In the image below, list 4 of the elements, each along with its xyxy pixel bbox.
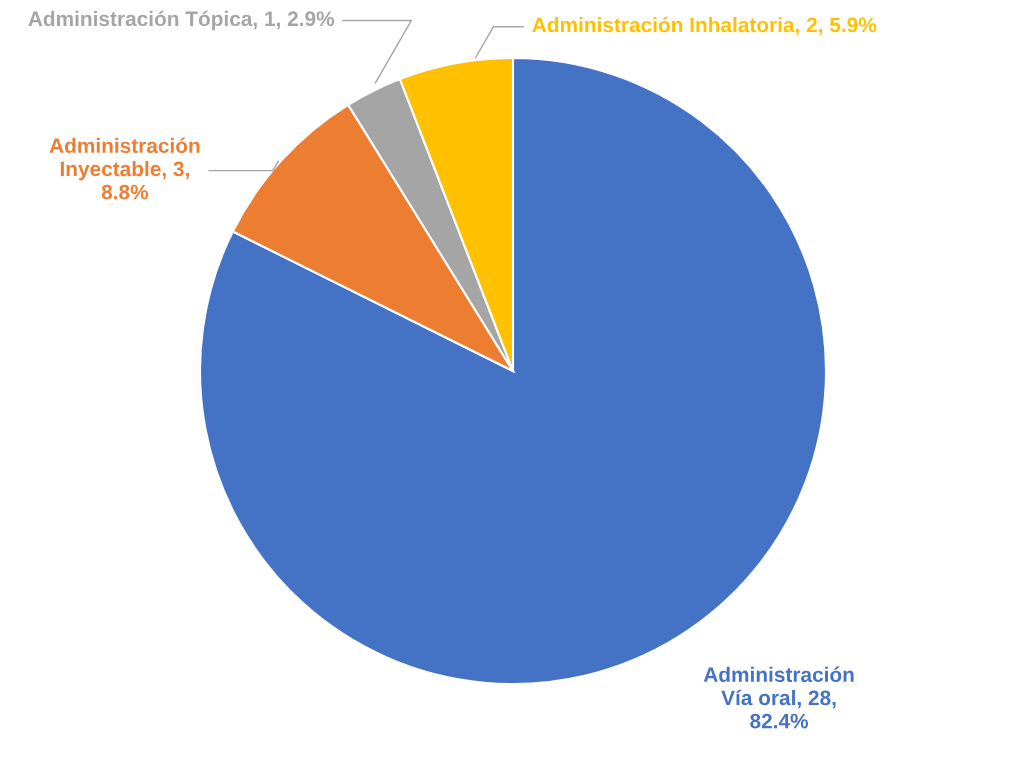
slice-label: Administración Vía oral, 28, 82.4% bbox=[703, 666, 854, 729]
slice-label: Administración Inhalatoria, 2, 5.9% bbox=[532, 16, 877, 36]
slice-label: Administración Inyectable, 3, 8.8% bbox=[49, 137, 200, 200]
slice-label: Administración Tópica, 1, 2.9% bbox=[28, 10, 335, 31]
